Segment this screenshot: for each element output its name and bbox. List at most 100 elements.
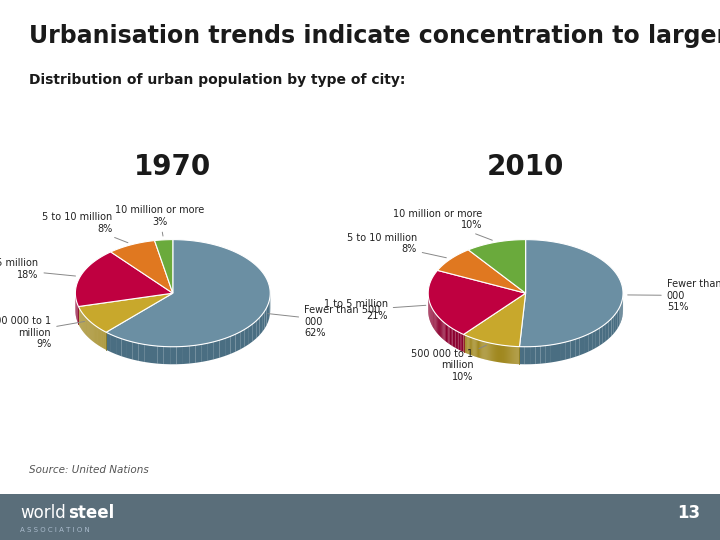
Polygon shape (151, 346, 157, 363)
Polygon shape (176, 347, 183, 364)
Polygon shape (551, 344, 556, 362)
Polygon shape (619, 305, 621, 325)
Polygon shape (435, 312, 436, 331)
Text: world: world (20, 504, 66, 522)
Polygon shape (525, 347, 530, 364)
Polygon shape (116, 337, 122, 356)
Polygon shape (259, 314, 262, 335)
Polygon shape (493, 343, 494, 361)
Polygon shape (220, 339, 225, 357)
Polygon shape (479, 340, 480, 358)
Polygon shape (268, 301, 269, 322)
Polygon shape (240, 329, 245, 349)
Polygon shape (460, 333, 462, 351)
Polygon shape (488, 343, 490, 360)
Polygon shape (476, 339, 477, 357)
Polygon shape (202, 343, 208, 362)
Polygon shape (139, 343, 145, 362)
Title: 1970: 1970 (134, 153, 212, 181)
Text: Urbanisation trends indicate concentration to larger cities: Urbanisation trends indicate concentrati… (29, 24, 720, 48)
Polygon shape (480, 341, 481, 358)
Polygon shape (122, 339, 127, 358)
Polygon shape (482, 341, 484, 359)
Polygon shape (269, 298, 270, 319)
Polygon shape (506, 346, 507, 363)
Polygon shape (106, 240, 270, 347)
Polygon shape (518, 347, 520, 364)
Text: 13: 13 (677, 504, 700, 522)
Polygon shape (566, 341, 571, 360)
Polygon shape (438, 250, 526, 293)
Polygon shape (496, 344, 497, 362)
Polygon shape (513, 346, 514, 364)
Polygon shape (509, 346, 510, 363)
Text: Source: United Nations: Source: United Nations (29, 465, 148, 476)
Polygon shape (584, 334, 588, 354)
Polygon shape (439, 318, 440, 336)
Polygon shape (603, 323, 606, 343)
Polygon shape (618, 308, 619, 328)
Polygon shape (561, 342, 566, 361)
Polygon shape (453, 329, 454, 347)
Polygon shape (163, 347, 170, 364)
Text: 1 to 5 million
21%: 1 to 5 million 21% (323, 299, 426, 321)
Polygon shape (490, 343, 491, 361)
Polygon shape (512, 346, 513, 364)
Polygon shape (468, 240, 526, 293)
Polygon shape (495, 344, 496, 362)
Polygon shape (451, 328, 453, 346)
Text: Fewer than 500
000
62%: Fewer than 500 000 62% (268, 305, 380, 339)
Polygon shape (249, 324, 253, 344)
Polygon shape (516, 347, 518, 364)
Polygon shape (571, 339, 575, 358)
Polygon shape (469, 337, 470, 355)
Polygon shape (235, 332, 240, 352)
Polygon shape (111, 240, 173, 293)
Polygon shape (436, 314, 437, 333)
Polygon shape (464, 293, 526, 347)
Text: 10 million or more
3%: 10 million or more 3% (115, 205, 204, 236)
Polygon shape (454, 329, 456, 348)
Polygon shape (444, 323, 446, 341)
Polygon shape (511, 346, 512, 364)
Polygon shape (465, 335, 466, 353)
Polygon shape (127, 340, 132, 360)
Polygon shape (484, 341, 485, 359)
Text: 1 to 5 million
18%: 1 to 5 million 18% (0, 258, 76, 280)
Polygon shape (580, 336, 584, 355)
Polygon shape (546, 345, 551, 363)
Polygon shape (449, 326, 450, 345)
Polygon shape (437, 316, 438, 334)
Polygon shape (462, 334, 464, 352)
Text: A S S O C I A T I O N: A S S O C I A T I O N (20, 527, 90, 533)
Polygon shape (214, 340, 220, 359)
Polygon shape (457, 331, 459, 349)
Text: Fewer than 500
000
51%: Fewer than 500 000 51% (628, 279, 720, 312)
Polygon shape (507, 346, 508, 363)
Polygon shape (442, 321, 444, 340)
Polygon shape (505, 346, 506, 363)
Polygon shape (471, 338, 472, 355)
Polygon shape (472, 338, 473, 356)
Polygon shape (500, 345, 501, 362)
Polygon shape (520, 347, 525, 364)
Polygon shape (501, 345, 502, 363)
Polygon shape (434, 311, 435, 330)
Polygon shape (499, 345, 500, 362)
Polygon shape (485, 342, 487, 360)
Polygon shape (504, 346, 505, 363)
Polygon shape (556, 343, 561, 362)
Polygon shape (447, 325, 449, 343)
Polygon shape (541, 346, 546, 363)
Polygon shape (183, 346, 189, 364)
Polygon shape (196, 345, 202, 363)
Polygon shape (473, 338, 474, 356)
Polygon shape (478, 340, 479, 358)
Text: 500 000 to 1
million
10%: 500 000 to 1 million 10% (411, 345, 487, 382)
Polygon shape (494, 344, 495, 362)
Polygon shape (606, 321, 609, 341)
Polygon shape (477, 340, 478, 357)
Polygon shape (588, 332, 592, 352)
Polygon shape (491, 343, 492, 361)
Polygon shape (230, 334, 235, 354)
